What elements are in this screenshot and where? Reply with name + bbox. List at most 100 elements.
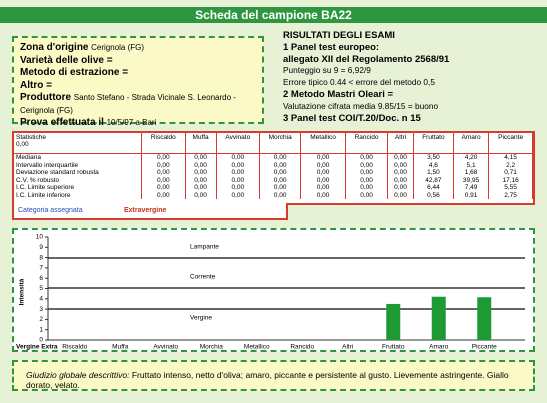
- row-label: C.V. % robusto: [14, 176, 142, 184]
- column-header: Statistiche 0,00: [14, 133, 142, 154]
- cell: 0,00: [300, 161, 346, 169]
- y-tick-label: 4: [39, 296, 43, 303]
- results: RISULTATI DEGLI ESAMI 1 Panel test europe…: [283, 30, 541, 124]
- info-value: Cerignola (FG): [91, 43, 145, 52]
- footer-text: Fruttato intenso, netto d'oliva; amaro, …: [26, 370, 509, 390]
- cell: 0,00: [185, 153, 217, 162]
- result-line: Errore tipico 0.44 < errore del metodo 0…: [283, 77, 435, 88]
- cell: 6,44: [413, 184, 454, 192]
- cell: 1,50: [413, 169, 454, 177]
- table-row: C.V. % robusto 0,00 0,00 0,00 0,00 0,00 0,00 0,…: [14, 176, 533, 184]
- cell: 0,00: [345, 169, 389, 177]
- result-line: Punteggio su 9 = 6,92/9: [283, 65, 371, 76]
- column-header: Morchia: [259, 133, 302, 154]
- cell: 0,00: [141, 191, 186, 199]
- bar: [386, 303, 401, 340]
- info-label: Prova effettuata il: [20, 117, 104, 128]
- cell: 0,00: [141, 184, 186, 192]
- cell: 0,91: [453, 191, 490, 199]
- cell: 0,00: [345, 184, 389, 192]
- row-label: Mediana: [14, 153, 142, 162]
- cell: 0,00: [185, 169, 217, 177]
- info-row: Metodo di estrazione =: [20, 67, 256, 80]
- cell: 0,00: [216, 169, 261, 177]
- table-row: Deviazione standard robusta 0,00 0,00 0,00 0…: [14, 169, 533, 177]
- row-label: Intervallo interquartile: [14, 161, 142, 169]
- cell: 7,49: [453, 184, 490, 192]
- cell: 0,00: [345, 161, 389, 169]
- cell: 0,00: [300, 169, 346, 177]
- footer: Giudizio globale descrittivo: Fruttato i…: [12, 360, 535, 391]
- chart-box: [12, 228, 535, 352]
- header-row: Statistiche 0,00 Riscaldo Muffa Avvinato Mor…: [14, 133, 533, 154]
- cell: 42,87: [413, 176, 454, 184]
- cell: 0,00: [216, 161, 261, 169]
- table: Statistiche 0,00 Riscaldo Muffa Avvinato Mor…: [14, 133, 533, 199]
- cell: 0,00: [216, 184, 261, 192]
- cell: 0,00: [387, 184, 414, 192]
- result-line: allegato XII del Regolamento 2568/91: [283, 53, 450, 65]
- cell: 4,6: [413, 161, 454, 169]
- cell: 0,56: [413, 191, 454, 199]
- x-tick-label: Metallico: [244, 344, 270, 351]
- category-label: Categoria assegnata: [18, 207, 83, 214]
- info-row: Altro =: [20, 80, 256, 93]
- y-tick-label: 1: [39, 326, 43, 333]
- row-label: I.C. Limite superiore: [14, 184, 142, 192]
- column-header: Altri: [387, 133, 414, 154]
- row-label: I.C. Limite inferiore: [14, 191, 142, 199]
- column-header: Amaro: [453, 133, 490, 154]
- x-tick-label: Avvinato: [153, 344, 178, 351]
- cell: 0,00: [345, 153, 389, 162]
- result-line: 1 Panel test europeo:: [283, 41, 380, 53]
- table-row: Mediana 0,00 0,00 0,00 0,00 0,00 0,00 0,00 3,50 4…: [14, 153, 533, 162]
- cell: 0,00: [259, 153, 302, 162]
- cell: 17,16: [488, 176, 533, 184]
- info-row: Produttore Santo Stefano - Strada Vicina…: [20, 92, 256, 117]
- bar: [431, 296, 446, 340]
- info-row: Varietà delle olive =: [20, 55, 256, 68]
- x-tick-label: Piccante: [472, 344, 497, 351]
- x-tick-label: Amaro: [429, 344, 449, 351]
- cell: 0,00: [216, 176, 261, 184]
- cell: 0,00: [185, 184, 217, 192]
- result-line: RISULTATI DEGLI ESAMI: [283, 30, 395, 41]
- info-box: Zona d'origine Cerignola (FG) Varietà del…: [12, 36, 264, 128]
- y-axis-label: Intensità: [19, 278, 26, 305]
- cell: 0,00: [141, 176, 186, 184]
- x-tick-label: Rancido: [290, 344, 314, 351]
- x-tick-label: Riscaldo: [62, 344, 87, 351]
- cell: 0,00: [387, 191, 414, 199]
- x-tick-label: Altri: [342, 344, 353, 351]
- cell: 0,00: [300, 176, 346, 184]
- result-line: 3 Panel test COI/T.20/Doc. n 15: [283, 112, 421, 124]
- cell: 0,00: [387, 161, 414, 169]
- info-label: Varietà delle olive =: [20, 54, 113, 66]
- category-box: Categoria assegnata Extravergine: [12, 203, 288, 220]
- column-header: Rancido: [345, 133, 389, 154]
- info-label: Metodo di estrazione =: [20, 67, 129, 78]
- cell: 0,00: [185, 176, 217, 184]
- column-header: Metallico: [300, 133, 346, 154]
- y-tick-label: 7: [39, 265, 43, 272]
- cell: 4,20: [453, 153, 490, 162]
- cell: 0,00: [259, 184, 302, 192]
- zone-label: Vergine: [190, 315, 212, 322]
- cell: 2,75: [488, 191, 533, 199]
- y-tick-label: 0: [39, 337, 43, 344]
- cell: 0,00: [141, 169, 186, 177]
- cell: 39,95: [453, 176, 490, 184]
- cell: 0,00: [300, 184, 346, 192]
- cell: 0,00: [216, 191, 261, 199]
- y-tick-label: 10: [36, 234, 44, 241]
- column-header: Riscaldo: [141, 133, 186, 154]
- info-label: Produttore: [20, 92, 72, 103]
- column-header: Avvinato: [216, 133, 261, 154]
- table-body: Mediana 0,00 0,00 0,00 0,00 0,00 0,00 0,00 3,50 4…: [14, 153, 533, 199]
- cell: 0,00: [259, 176, 302, 184]
- x-tick-label: Morchia: [200, 344, 224, 351]
- cell: 0,00: [300, 153, 346, 162]
- bar: [477, 297, 492, 340]
- x-tick-label: Muffa: [112, 344, 129, 351]
